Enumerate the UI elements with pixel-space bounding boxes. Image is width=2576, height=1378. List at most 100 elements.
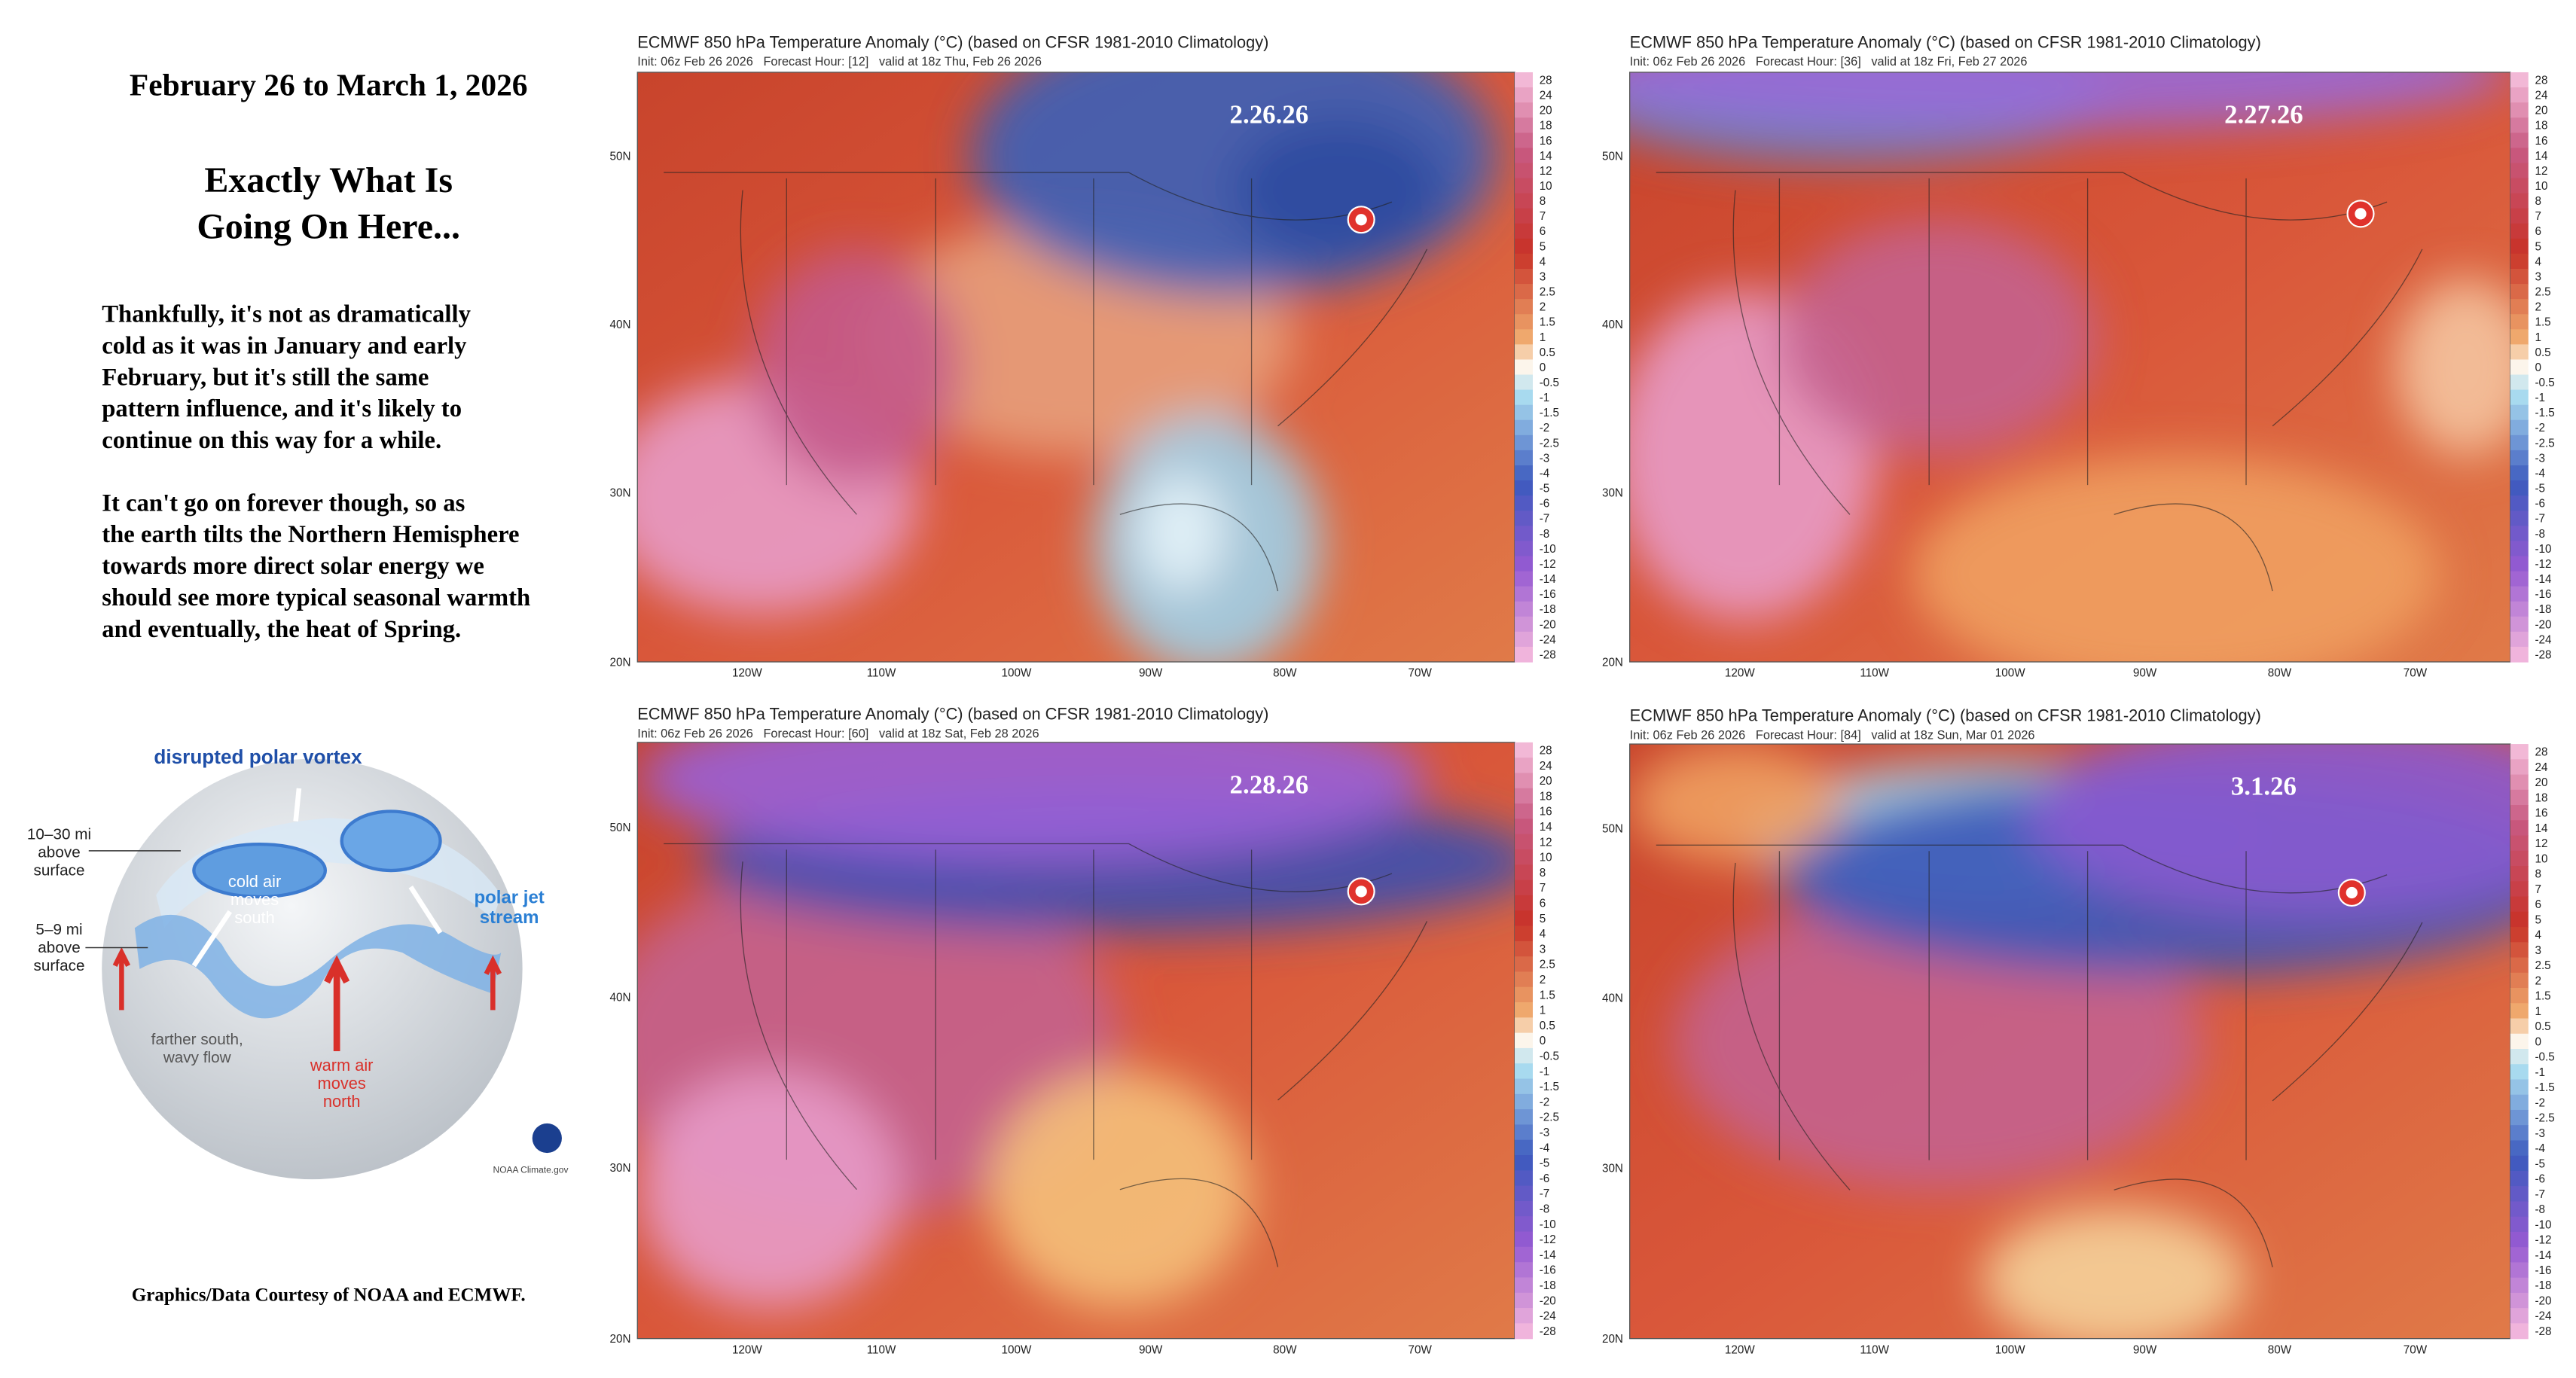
colorbar-swatch bbox=[2510, 450, 2529, 466]
colorbar-swatch bbox=[2510, 805, 2529, 821]
anomaly-region bbox=[2395, 279, 2510, 456]
longitude-label: 80W bbox=[2268, 667, 2292, 680]
colorbar-swatch bbox=[2510, 102, 2529, 118]
latitude-label: 20N bbox=[1602, 656, 1623, 669]
colorbar-label: 0.5 bbox=[2535, 1020, 2550, 1033]
colorbar-swatch bbox=[1514, 193, 1533, 209]
colorbar-label: -12 bbox=[1540, 1233, 1556, 1246]
vortex-lobe bbox=[192, 842, 328, 899]
colorbar-label: 0.5 bbox=[2535, 346, 2550, 359]
location-marker-dot bbox=[1355, 214, 1367, 226]
colorbar-label: -5 bbox=[2535, 483, 2545, 495]
colorbar-label: 6 bbox=[2535, 898, 2541, 911]
colorbar-label: 20 bbox=[1540, 775, 1552, 788]
colorbar-swatch bbox=[1514, 788, 1533, 804]
colorbar-label: -20 bbox=[2535, 618, 2551, 631]
colorbar-label: -8 bbox=[2535, 528, 2545, 541]
source: NOAA Climate.gov bbox=[493, 1164, 569, 1175]
longitude-label: 120W bbox=[1725, 667, 1755, 680]
colorbar-label: -0.5 bbox=[2535, 1051, 2554, 1064]
colorbar-swatch bbox=[1514, 864, 1533, 881]
colorbar-swatch bbox=[2510, 820, 2529, 837]
body-line: cold as it was in January and early bbox=[102, 332, 467, 359]
colorbar-swatch bbox=[1514, 819, 1533, 835]
body-line: and eventually, the heat of Spring. bbox=[102, 616, 461, 643]
forecast-map: ECMWF 850 hPa Temperature Anomaly (°C) (… bbox=[1602, 32, 2555, 680]
anomaly-region bbox=[1629, 72, 2510, 132]
colorbar-swatch bbox=[1514, 971, 1533, 988]
colorbar-swatch bbox=[1514, 556, 1533, 572]
colorbar-swatch bbox=[1514, 1262, 1533, 1279]
anomaly-region bbox=[1234, 119, 1445, 261]
colorbar-swatch bbox=[1514, 404, 1533, 421]
colorbar-swatch bbox=[1514, 238, 1533, 255]
colorbar-label: -28 bbox=[1540, 1325, 1556, 1338]
colorbar-swatch bbox=[2510, 896, 2529, 913]
colorbar-label: 0 bbox=[2535, 1035, 2541, 1048]
colorbar-swatch bbox=[1514, 374, 1533, 391]
longitude-label: 120W bbox=[732, 667, 762, 680]
colorbar-swatch bbox=[1514, 419, 1533, 436]
colorbar-swatch bbox=[2510, 571, 2529, 587]
colorbar-label: 0.5 bbox=[1540, 346, 1555, 359]
colorbar-swatch bbox=[2510, 511, 2529, 526]
colorbar-swatch bbox=[2510, 850, 2529, 867]
colorbar-swatch bbox=[1514, 117, 1533, 133]
colorbar-swatch bbox=[1514, 178, 1533, 194]
location-marker-dot bbox=[2346, 886, 2358, 899]
colorbar-label: 1 bbox=[1540, 1005, 1546, 1017]
colorbar-swatch bbox=[2510, 1018, 2529, 1035]
colorbar-swatch bbox=[1514, 284, 1533, 300]
colorbar-label: 7 bbox=[1540, 882, 1546, 895]
colorbar-swatch bbox=[2510, 835, 2529, 852]
label: above bbox=[38, 939, 80, 956]
latitude-label: 30N bbox=[1602, 487, 1623, 500]
latitude-label: 30N bbox=[610, 1162, 631, 1175]
colorbar-label: 1.5 bbox=[1540, 989, 1555, 1001]
colorbar-swatch bbox=[1514, 758, 1533, 774]
label: stream bbox=[480, 907, 539, 928]
latitude-label: 50N bbox=[1602, 823, 1623, 836]
colorbar-label: 20 bbox=[2535, 776, 2547, 789]
colorbar-label: 1 bbox=[2535, 1005, 2541, 1018]
warm-arrow bbox=[112, 947, 131, 1011]
colorbar-swatch bbox=[1514, 465, 1533, 481]
colorbar-label: 8 bbox=[1540, 195, 1546, 208]
colorbar-label: -14 bbox=[2535, 1249, 2552, 1262]
colorbar-label: -12 bbox=[2535, 1234, 2551, 1247]
colorbar-swatch bbox=[1514, 329, 1533, 346]
label: north bbox=[323, 1092, 361, 1111]
map-title: ECMWF 850 hPa Temperature Anomaly (°C) (… bbox=[1630, 706, 2261, 725]
latitude-label: 50N bbox=[610, 151, 631, 163]
colorbar-label: -4 bbox=[2535, 467, 2545, 480]
colorbar-swatch bbox=[2510, 193, 2529, 209]
latitude-label: 40N bbox=[610, 991, 631, 1004]
longitude-label: 110W bbox=[1860, 1343, 1889, 1356]
headline: Exactly What Is bbox=[204, 160, 453, 200]
latitude-label: 50N bbox=[610, 822, 631, 834]
colorbar-swatch bbox=[1514, 571, 1533, 587]
colorbar-swatch bbox=[1514, 389, 1533, 406]
colorbar-label: -14 bbox=[1540, 1248, 1557, 1261]
label: cold air bbox=[228, 872, 281, 891]
arrow bbox=[408, 886, 443, 934]
colorbar-label: -20 bbox=[1540, 618, 1556, 631]
colorbar-swatch bbox=[1514, 450, 1533, 466]
colorbar-swatch bbox=[2510, 1079, 2529, 1096]
colorbar-label: -4 bbox=[1540, 1142, 1550, 1154]
colorbar-label: 0.5 bbox=[1540, 1020, 1555, 1032]
colorbar-label: 2 bbox=[2535, 974, 2541, 987]
colorbar-swatch bbox=[2510, 972, 2529, 989]
anomaly-regions bbox=[637, 72, 1497, 663]
colorbar-label: 3 bbox=[1540, 943, 1546, 956]
anomaly-field bbox=[637, 72, 1515, 663]
colorbar-label: 12 bbox=[2535, 165, 2547, 178]
colorbar-swatch bbox=[2510, 586, 2529, 602]
anomaly-region bbox=[1911, 455, 2440, 663]
colorbar-swatch bbox=[2510, 404, 2529, 421]
longitude-label: 90W bbox=[2133, 1343, 2157, 1356]
colorbar-label: 20 bbox=[2535, 105, 2547, 117]
colorbar-label: 2 bbox=[1540, 301, 1546, 314]
colorbar-swatch bbox=[2510, 208, 2529, 224]
